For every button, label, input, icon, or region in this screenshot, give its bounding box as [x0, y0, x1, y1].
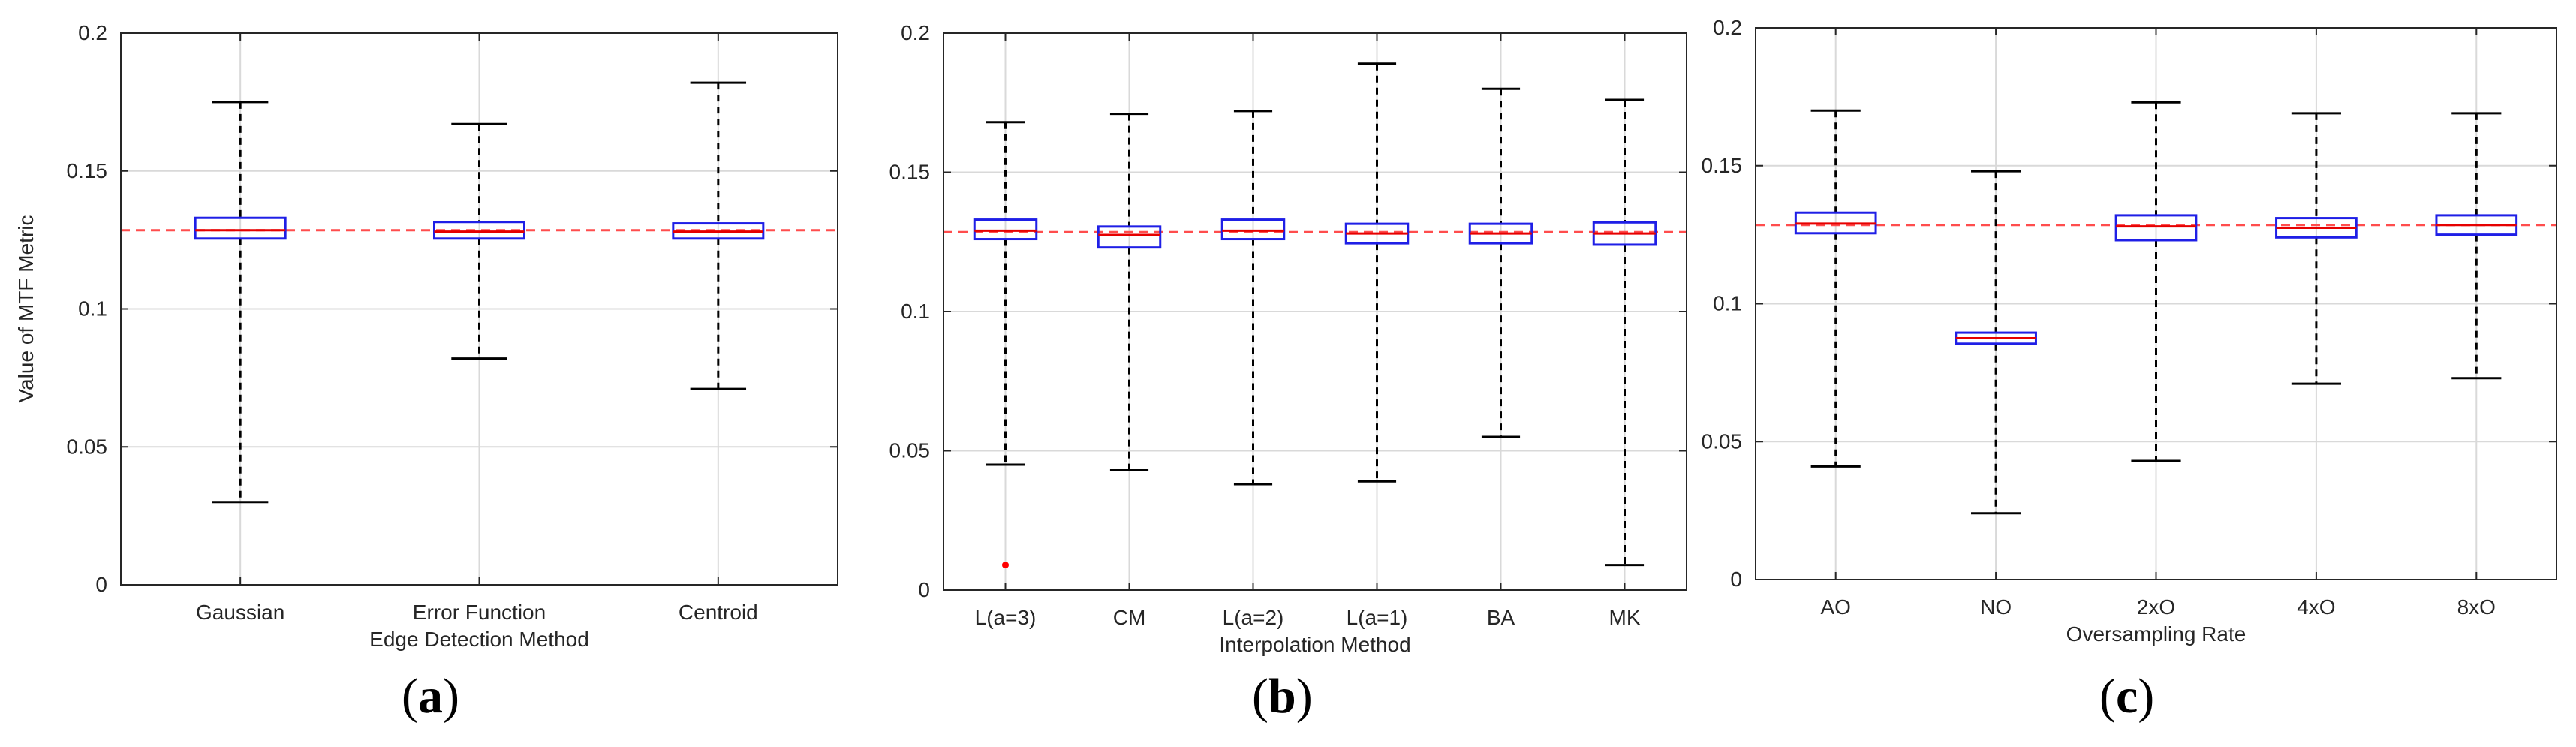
x-tick-label: L(a=1)	[1347, 606, 1408, 629]
y-tick-label: 0	[1730, 568, 1742, 591]
outlier-point	[1002, 562, 1009, 569]
box-Error Function	[433, 122, 525, 360]
box-CM	[1097, 113, 1162, 471]
y-tick-label: 0.15	[889, 161, 931, 184]
iqr-box	[2114, 214, 2198, 242]
box-Centroid	[672, 81, 765, 390]
x-tick-label: L(a=2)	[1223, 606, 1284, 629]
box-L(a=3)	[973, 121, 1038, 569]
y-tick-label: 0	[95, 573, 107, 596]
x-tick-label: Gaussian	[196, 601, 284, 624]
chart-panel-0: 0 0.05 0.1 0.15 0.2 Gaussian Error Function Cen…	[14, 21, 838, 651]
y-tick-label: 0.2	[1713, 16, 1742, 39]
y-tick-label: 0.15	[1702, 154, 1743, 177]
x-tick-label: Centroid	[679, 601, 758, 624]
iqr-box	[1220, 218, 1286, 241]
box-2xO	[2114, 101, 2198, 462]
x-tick-label: BA	[1487, 606, 1515, 629]
box-MK	[1592, 98, 1657, 567]
y-tick-label: 0	[918, 578, 930, 601]
iqr-box	[433, 221, 525, 240]
box-Gaussian	[194, 101, 287, 504]
chart-panel-2: 0 0.05 0.1 0.15 0.2 AO NO 2xO 4xO 8xO Oversampling…	[1702, 16, 2557, 646]
iqr-box	[973, 218, 1038, 241]
chart-panel-1: 0 0.05 0.1 0.15 0.2 L(a=3) CM L(a=2) L(a=1) BA MK I…	[889, 21, 1687, 656]
x-axis-label: Interpolation Method	[1219, 633, 1410, 656]
box-L(a=1)	[1344, 62, 1410, 483]
x-tick-label: AO	[1820, 595, 1850, 619]
x-axis-label: Oversampling Rate	[2066, 622, 2246, 646]
panel-caption-a: (a)	[402, 669, 459, 724]
y-tick-label: 0.1	[78, 297, 107, 321]
x-tick-label: Error Function	[413, 601, 546, 624]
box-8xO	[2435, 112, 2518, 380]
x-tick-label: NO	[1980, 595, 2012, 619]
x-tick-label: 8xO	[2457, 595, 2496, 619]
box-BA	[1468, 87, 1533, 438]
panel-caption-b: (b)	[1252, 669, 1313, 724]
iqr-box	[194, 216, 287, 240]
x-axis-label: Edge Detection Method	[369, 628, 589, 651]
x-tick-label: 4xO	[2297, 595, 2335, 619]
iqr-box	[1097, 225, 1162, 249]
box-AO	[1794, 109, 1877, 468]
y-tick-label: 0.2	[78, 21, 107, 44]
y-axis-label: Value of MTF Metric	[14, 215, 38, 403]
y-tick-label: 0.05	[889, 439, 931, 462]
box-4xO	[2275, 112, 2358, 385]
x-tick-label: MK	[1609, 606, 1641, 629]
y-tick-label: 0.15	[67, 159, 108, 182]
x-tick-label: L(a=3)	[975, 606, 1037, 629]
y-tick-label: 0.05	[67, 435, 108, 458]
y-tick-label: 0.2	[901, 21, 930, 44]
box-L(a=2)	[1220, 110, 1286, 486]
y-tick-label: 0.1	[901, 300, 930, 323]
panel-caption-c: (c)	[2099, 669, 2155, 724]
x-tick-label: CM	[1113, 606, 1146, 629]
y-tick-label: 0.05	[1702, 429, 1743, 453]
box-NO	[1955, 170, 2037, 515]
x-tick-label: 2xO	[2137, 595, 2175, 619]
y-tick-label: 0.1	[1713, 292, 1742, 315]
